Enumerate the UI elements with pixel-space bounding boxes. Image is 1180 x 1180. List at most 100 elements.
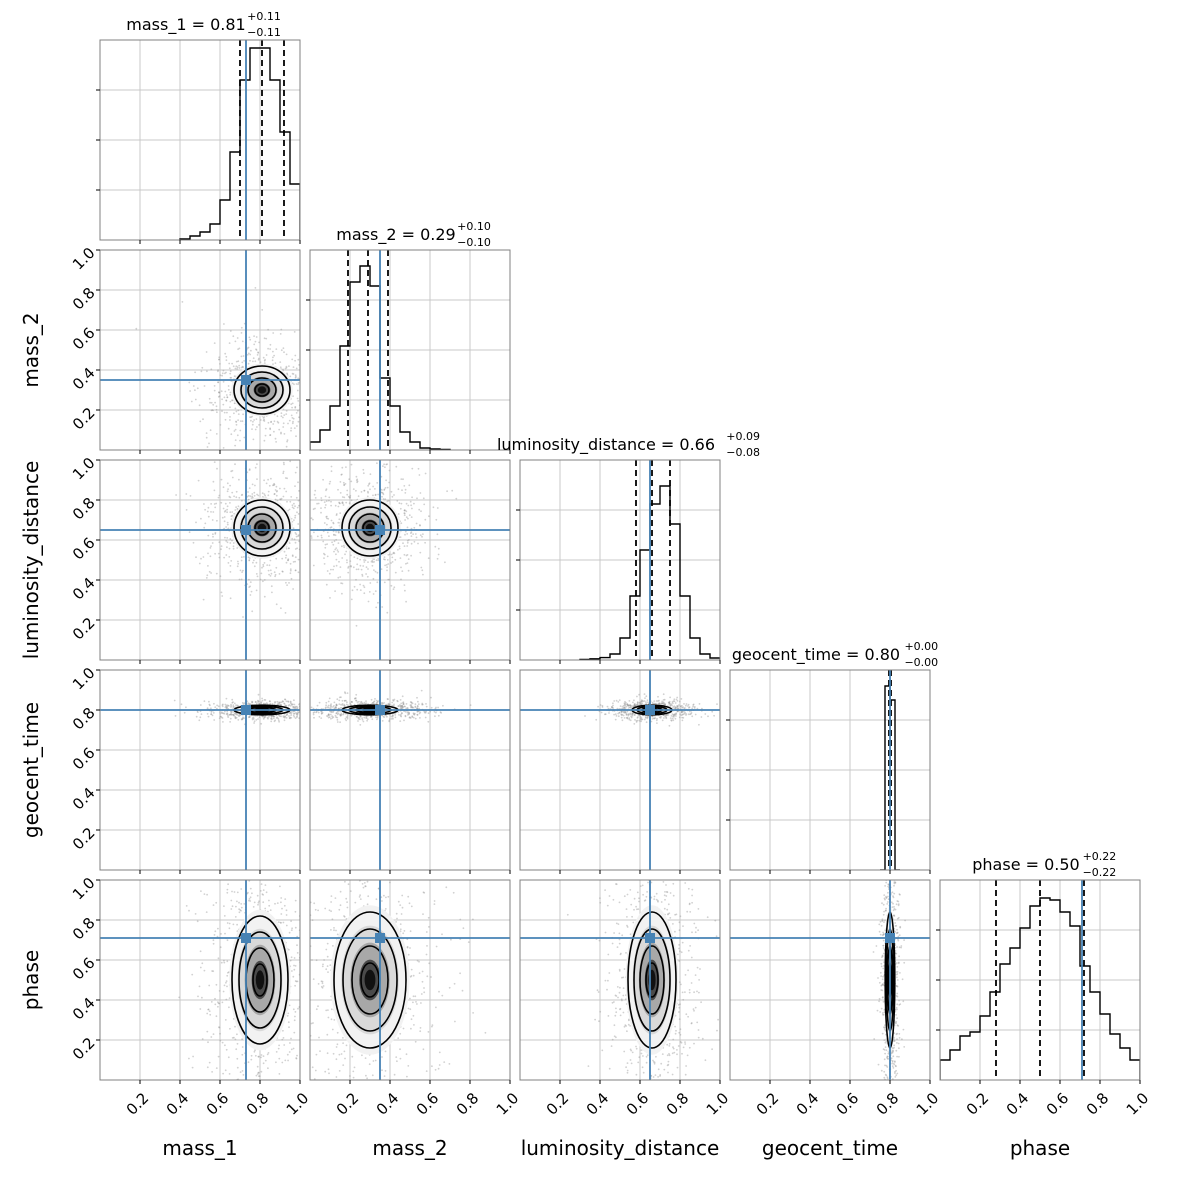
sample-point	[669, 702, 671, 705]
sample-point	[357, 716, 359, 719]
sample-point	[288, 717, 291, 719]
sample-point	[213, 719, 216, 721]
sample-point	[315, 419, 317, 421]
sample-point	[637, 716, 639, 718]
sample-point	[636, 701, 639, 703]
sample-point	[629, 712, 632, 715]
sample-point	[433, 710, 436, 713]
sample-point	[225, 1048, 228, 1051]
sample-point	[275, 566, 278, 569]
sample-point	[320, 375, 322, 377]
sample-point	[225, 554, 228, 556]
sample-point	[314, 507, 316, 510]
sample-point	[229, 717, 232, 720]
sample-point	[294, 866, 296, 868]
sample-point	[226, 505, 229, 508]
sample-point	[264, 702, 267, 705]
sample-point	[252, 1127, 254, 1129]
sample-point	[225, 371, 227, 374]
sample-point	[206, 713, 209, 715]
sample-point	[636, 703, 638, 706]
sample-point	[631, 713, 633, 716]
sample-point	[287, 701, 290, 703]
sample-point	[359, 558, 361, 561]
sample-point	[640, 716, 643, 719]
sample-point	[673, 714, 676, 717]
sample-point	[303, 717, 305, 719]
sample-point	[327, 713, 330, 716]
sample-point	[305, 519, 307, 521]
sample-point	[326, 570, 329, 572]
sample-point	[409, 500, 412, 503]
sample-point	[320, 549, 322, 551]
density-level	[365, 523, 375, 533]
sample-point	[261, 697, 263, 700]
sample-point	[269, 569, 272, 572]
sample-point	[199, 966, 202, 969]
sample-point	[322, 478, 324, 481]
sample-point	[303, 531, 305, 533]
sample-point	[424, 518, 427, 521]
sample-point	[371, 702, 373, 705]
sample-point	[357, 495, 360, 498]
sample-point	[346, 714, 349, 717]
sample-point	[230, 376, 233, 379]
sample-point	[308, 1037, 310, 1039]
sample-point	[253, 343, 256, 346]
sample-point	[369, 716, 372, 718]
sample-point	[284, 556, 287, 559]
sample-point	[223, 984, 226, 987]
sample-point	[412, 706, 415, 709]
sample-point	[267, 421, 270, 424]
sample-point	[653, 717, 655, 720]
sample-point	[626, 703, 629, 705]
sample-point	[295, 435, 297, 438]
sample-point	[281, 570, 284, 573]
sample-point	[337, 550, 340, 553]
sample-point	[285, 700, 288, 703]
sample-point	[335, 514, 338, 516]
sample-point	[651, 715, 653, 718]
sample-point	[661, 719, 664, 722]
sample-point	[627, 714, 630, 717]
sample-point	[311, 939, 313, 941]
sample-point	[253, 565, 256, 568]
sample-point	[401, 489, 403, 492]
sample-point	[229, 721, 232, 723]
sample-point	[641, 718, 644, 721]
sample-point	[287, 558, 290, 560]
sample-point	[335, 704, 338, 707]
sample-point	[257, 700, 260, 703]
sample-point	[302, 713, 304, 715]
sample-point	[301, 509, 303, 511]
sample-point	[386, 486, 389, 489]
sample-point	[294, 569, 297, 572]
sample-point	[214, 531, 217, 534]
sample-point	[247, 491, 249, 493]
sample-point	[297, 383, 299, 386]
sample-point	[620, 711, 623, 714]
sample-point	[223, 520, 226, 523]
sample-point	[400, 566, 402, 569]
sample-point	[216, 467, 218, 470]
sample-point	[693, 705, 696, 708]
sample-point	[597, 705, 599, 708]
sample-point	[367, 568, 369, 570]
sample-point	[263, 716, 266, 718]
sample-point	[326, 715, 328, 717]
sample-point	[225, 707, 228, 709]
sample-point	[283, 702, 285, 705]
sample-point	[219, 1032, 221, 1035]
sample-point	[231, 399, 234, 402]
sample-point	[295, 496, 298, 499]
sample-point	[257, 357, 260, 360]
sample-point	[383, 488, 386, 491]
sample-point	[455, 497, 458, 500]
sample-point	[306, 711, 308, 713]
sample-point	[416, 713, 419, 716]
sample-point	[315, 973, 317, 975]
sample-point	[435, 518, 438, 521]
sample-point	[235, 410, 238, 413]
sample-point	[674, 713, 676, 715]
sample-point	[277, 421, 280, 424]
